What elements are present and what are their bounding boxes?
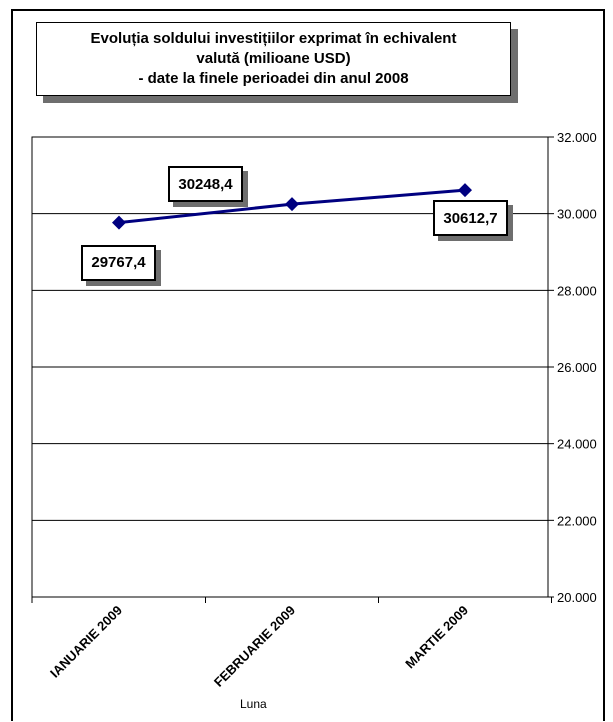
data-point: [458, 183, 472, 198]
x-tick-label: FEBRUARIE 2009: [211, 603, 298, 690]
y-tick-label: 30.000: [557, 207, 597, 222]
data-label: 30612,7: [433, 200, 508, 237]
y-tick-label: 28.000: [557, 283, 597, 298]
y-tick-label: 32.000: [557, 130, 597, 145]
data-point: [285, 197, 299, 212]
title-line-1: Evoluția soldului investițiilor exprimat…: [90, 30, 457, 47]
y-tick-label: 26.000: [557, 360, 597, 375]
title-line-2: valută (milioane USD): [196, 50, 351, 67]
data-label: 29767,4: [81, 244, 156, 281]
title-line-3: - date la finele perioadei din anul 2008: [138, 70, 409, 87]
x-tick-label: MARTIE 2009: [402, 603, 471, 672]
x-tick-label: IANUARIE 2009: [47, 603, 125, 681]
y-tick-label: 20.000: [557, 590, 597, 605]
data-point: [112, 215, 126, 230]
y-tick-label: 24.000: [557, 437, 597, 452]
y-tick-label: 22.000: [557, 513, 597, 528]
x-axis-label: Luna: [240, 697, 267, 711]
data-label: 30248,4: [168, 166, 243, 203]
chart-title: Evoluția soldului investițiilor exprimat…: [36, 22, 511, 96]
